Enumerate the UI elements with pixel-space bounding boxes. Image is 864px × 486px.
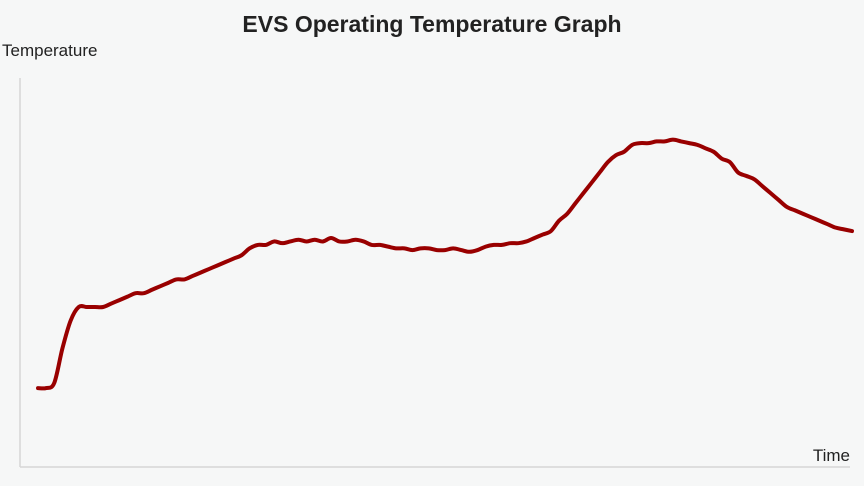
x-axis-label: Time [813,446,850,465]
temperature-series-line [36,137,854,391]
y-axis-label: Temperature [2,41,97,60]
series-layer [36,137,854,391]
chart-title: EVS Operating Temperature Graph [242,11,621,37]
